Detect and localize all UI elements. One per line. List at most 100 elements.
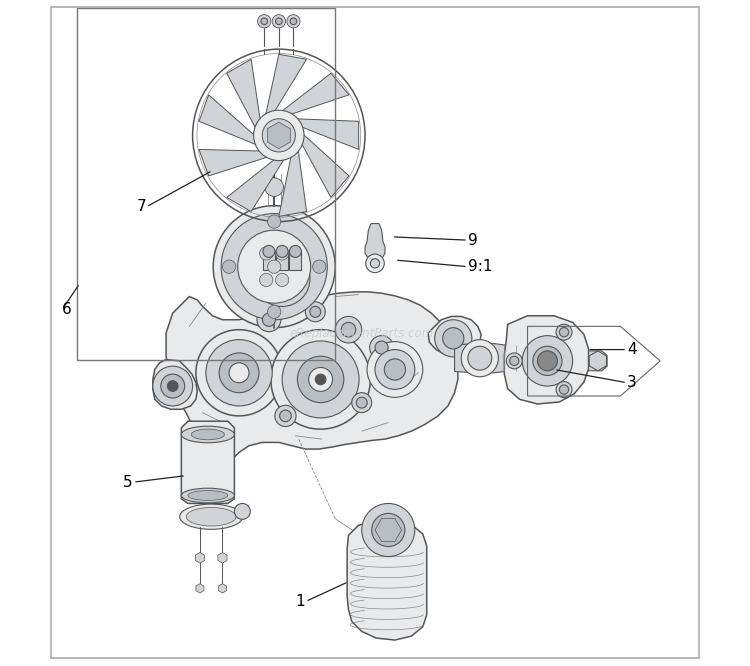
- Circle shape: [560, 328, 568, 337]
- Circle shape: [352, 393, 372, 412]
- Circle shape: [370, 258, 380, 268]
- Circle shape: [313, 260, 326, 273]
- Circle shape: [375, 350, 415, 390]
- Circle shape: [305, 302, 326, 322]
- Circle shape: [262, 119, 296, 152]
- Circle shape: [538, 351, 557, 371]
- Polygon shape: [292, 119, 358, 149]
- Circle shape: [260, 247, 273, 260]
- Circle shape: [246, 242, 319, 315]
- Polygon shape: [153, 360, 197, 410]
- Ellipse shape: [191, 429, 224, 440]
- Ellipse shape: [180, 504, 243, 529]
- Circle shape: [271, 330, 370, 429]
- Polygon shape: [347, 521, 427, 640]
- Polygon shape: [267, 122, 290, 149]
- Circle shape: [260, 273, 273, 286]
- Polygon shape: [365, 224, 385, 258]
- Circle shape: [282, 341, 359, 418]
- Circle shape: [372, 513, 405, 547]
- Circle shape: [206, 340, 272, 406]
- Text: 1: 1: [296, 594, 305, 609]
- Circle shape: [229, 363, 249, 383]
- Circle shape: [262, 313, 275, 326]
- Polygon shape: [375, 519, 401, 541]
- Polygon shape: [235, 257, 309, 299]
- Circle shape: [290, 246, 302, 257]
- Circle shape: [461, 340, 498, 377]
- Circle shape: [341, 322, 356, 337]
- Circle shape: [560, 385, 568, 394]
- Polygon shape: [226, 155, 286, 212]
- Bar: [290, 252, 302, 270]
- Circle shape: [290, 18, 297, 25]
- Circle shape: [275, 247, 289, 260]
- Polygon shape: [428, 316, 481, 356]
- Circle shape: [286, 15, 300, 28]
- Text: 9:1: 9:1: [468, 259, 492, 274]
- Text: 4: 4: [627, 342, 637, 357]
- Circle shape: [366, 254, 384, 272]
- Circle shape: [556, 324, 572, 340]
- Circle shape: [532, 346, 562, 376]
- Circle shape: [219, 353, 259, 393]
- Circle shape: [522, 336, 573, 386]
- Circle shape: [223, 260, 236, 273]
- Circle shape: [276, 246, 288, 257]
- Circle shape: [468, 346, 492, 370]
- Polygon shape: [590, 351, 607, 371]
- Circle shape: [435, 320, 472, 357]
- Circle shape: [254, 251, 310, 306]
- Polygon shape: [196, 583, 204, 593]
- Circle shape: [370, 336, 394, 360]
- Circle shape: [257, 308, 280, 332]
- Circle shape: [367, 342, 423, 398]
- Text: 9: 9: [468, 232, 478, 248]
- Circle shape: [506, 353, 522, 369]
- Polygon shape: [504, 316, 589, 404]
- Polygon shape: [226, 59, 261, 133]
- Circle shape: [309, 368, 332, 392]
- Text: 6: 6: [62, 302, 72, 317]
- Circle shape: [213, 206, 335, 328]
- Circle shape: [356, 397, 368, 408]
- Bar: [263, 252, 274, 270]
- Circle shape: [268, 260, 280, 273]
- Circle shape: [265, 178, 284, 196]
- Circle shape: [272, 15, 286, 28]
- Circle shape: [221, 214, 327, 320]
- Polygon shape: [589, 351, 608, 371]
- Circle shape: [254, 110, 304, 161]
- Ellipse shape: [188, 491, 228, 500]
- Circle shape: [196, 330, 282, 416]
- Bar: [276, 252, 288, 270]
- Circle shape: [261, 18, 268, 25]
- Circle shape: [268, 215, 280, 228]
- Circle shape: [442, 328, 464, 349]
- Circle shape: [275, 273, 289, 286]
- Ellipse shape: [186, 507, 236, 526]
- Circle shape: [268, 305, 280, 318]
- Circle shape: [274, 406, 296, 426]
- Circle shape: [257, 15, 271, 28]
- Polygon shape: [454, 344, 527, 373]
- Polygon shape: [278, 73, 349, 116]
- Circle shape: [275, 18, 282, 25]
- Polygon shape: [182, 421, 235, 503]
- Circle shape: [510, 356, 519, 366]
- Polygon shape: [217, 553, 227, 563]
- Text: 5: 5: [123, 475, 133, 490]
- Polygon shape: [195, 553, 205, 563]
- Polygon shape: [199, 95, 261, 147]
- Circle shape: [335, 316, 362, 343]
- Circle shape: [160, 374, 184, 398]
- Polygon shape: [199, 149, 272, 176]
- Circle shape: [235, 503, 250, 519]
- Polygon shape: [166, 292, 458, 462]
- Bar: [76, 8, 335, 360]
- Polygon shape: [265, 55, 307, 120]
- Text: eReplacementParts.com: eReplacementParts.com: [290, 326, 434, 340]
- Circle shape: [556, 382, 572, 398]
- Circle shape: [238, 230, 310, 303]
- Circle shape: [375, 341, 388, 354]
